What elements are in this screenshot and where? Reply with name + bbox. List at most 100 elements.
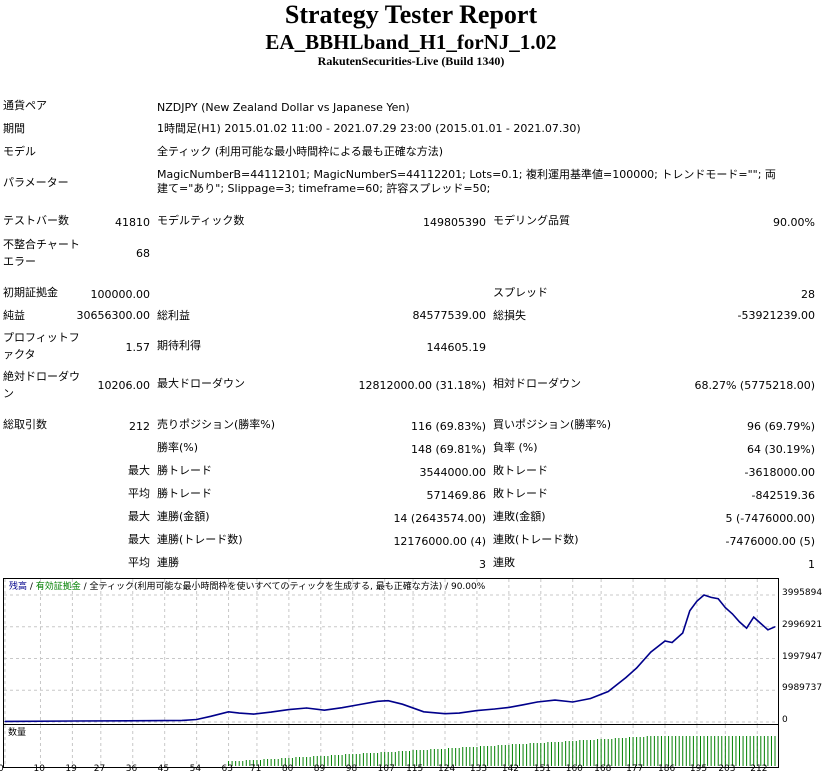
balance-point	[227, 711, 230, 713]
x-tick-label: 195	[689, 764, 708, 774]
rel-drawdown-value: 68.27% (5775218.00)	[694, 379, 815, 392]
spread-value: 28	[801, 288, 815, 301]
avg-cons-loss-value: 1	[808, 558, 815, 571]
average-loss-value: -842519.36	[751, 489, 815, 502]
balance-point	[146, 720, 148, 722]
x-tick-label: 80	[281, 764, 294, 774]
cons-win-count-label: 連勝(トレード数)	[157, 533, 243, 546]
average-label: 平均	[128, 487, 150, 500]
x-tick-label: 89	[313, 764, 326, 774]
deposit-value: 100000.00	[90, 288, 151, 301]
abs-drawdown-label: 絶対ドローダウン	[3, 370, 80, 400]
info-value-period: 1時間足(H1) 2015.01.02 11:00 - 2021.07.29 2…	[157, 122, 581, 135]
y-tick-label: 39958948	[782, 588, 822, 598]
max-cons-money-label: 最大	[128, 510, 150, 523]
bars-value: 41810	[115, 216, 150, 229]
rel-drawdown-label: 相対ドローダウン	[493, 377, 581, 390]
win-rate-label: 勝率(%)	[157, 441, 199, 454]
profit-factor-value: 1.57	[125, 341, 151, 354]
mismatch-label: 不整合チャートエラー	[3, 238, 80, 268]
balance-point	[494, 708, 496, 710]
x-tick-label: 0	[0, 764, 4, 774]
avg-cons-win-label: 連勝	[157, 556, 179, 569]
cons-win-money-label: 連勝(金額)	[157, 510, 210, 523]
loss-rate-label: 負率 (%)	[493, 441, 538, 454]
info-label-model: モデル	[3, 145, 36, 158]
average-win-value: 571469.86	[426, 489, 487, 502]
balance-point	[703, 594, 705, 596]
balance-point	[589, 697, 592, 700]
x-tick-label: 142	[501, 764, 520, 774]
cons-loss-money-label: 連敗(金額)	[493, 510, 546, 523]
expected-payoff-label: 期待利得	[157, 339, 201, 352]
average-loss-label: 敗トレード	[493, 487, 548, 500]
x-tick-label: 115	[406, 764, 424, 774]
x-tick-label: 186	[658, 764, 676, 774]
balance-point	[252, 713, 254, 715]
balance-point	[377, 700, 379, 702]
info-value-params: MagicNumberB=44112101; MagicNumberS=4411…	[157, 168, 776, 195]
balance-point	[671, 641, 673, 644]
loss-rate-value: 64 (30.19%)	[746, 443, 815, 456]
info-label-params: パラメーター	[3, 176, 69, 189]
cons-win-money-value: 14 (2643574.00)	[393, 512, 486, 525]
quality-label: モデリング品質	[493, 214, 570, 227]
balance-point	[625, 676, 627, 679]
balance-point	[696, 600, 698, 602]
x-tick-label: 36	[125, 764, 138, 774]
volume-chart: 数量	[3, 724, 779, 768]
deposit-label: 初期証拠金	[3, 286, 58, 299]
legend-equity: 有効証拠金	[35, 582, 81, 592]
cons-loss-money-value: 5 (-7476000.00)	[725, 512, 815, 525]
cons-loss-count-label: 連敗(トレード数)	[493, 533, 579, 546]
balance-point	[359, 703, 361, 706]
info-value-model: 全ティック (利用可能な最小時間枠による最も正確な方法)	[157, 145, 444, 158]
legend-description: / 全ティック(利用可能な最小時間枠を使いすべてのティックを生成する, 最も正確…	[80, 582, 486, 592]
short-positions-value: 116 (69.83%)	[410, 420, 486, 433]
x-tick-label: 151	[533, 764, 551, 774]
gross-loss-label: 総損失	[493, 309, 526, 322]
y-tick-label: 9989737	[782, 683, 822, 694]
balance-point	[738, 621, 741, 623]
balance-point	[341, 707, 343, 709]
total-trades-value: 212	[129, 420, 150, 433]
x-tick-label: 45	[157, 764, 170, 774]
balance-point	[572, 701, 574, 703]
x-tick-label: 71	[249, 764, 262, 774]
balance-point	[4, 720, 6, 722]
balance-point	[508, 706, 510, 708]
balance-point	[423, 711, 425, 713]
info-label-symbol: 通貨ペア	[3, 99, 47, 112]
balance-point	[288, 709, 290, 711]
balance-point	[664, 640, 666, 642]
x-tick-label: 19	[65, 764, 77, 774]
average-win-label: 勝トレード	[157, 487, 212, 500]
balance-point	[196, 718, 198, 721]
avg-cons-loss-label: 連敗	[493, 556, 515, 569]
abs-drawdown-value: 10206.00	[97, 379, 151, 392]
balance-point	[717, 598, 719, 600]
x-tick-label: 54	[189, 764, 202, 774]
chart-legend: 残高 / 有効証拠金 / 全ティック(利用可能な最小時間枠を使いすべてのティック…	[9, 582, 485, 593]
x-tick-label: 168	[594, 764, 612, 774]
balance-point	[746, 627, 748, 629]
balance-point	[323, 709, 325, 711]
balance-point	[710, 596, 712, 598]
expected-payoff-value: 144605.19	[426, 341, 487, 354]
x-tick-label: 177	[626, 764, 644, 774]
max-drawdown-value: 12812000.00 (31.18%)	[358, 379, 486, 392]
balance-point	[306, 707, 308, 709]
expert-name: EA_BBHLband_H1_forNJ_1.02	[265, 30, 557, 54]
gross-profit-value: 84577539.00	[412, 309, 486, 322]
balance-point	[536, 701, 538, 703]
x-tick-label: 63	[221, 764, 233, 774]
cons-win-count-value: 12176000.00 (4)	[393, 535, 486, 548]
x-tick-label: 133	[469, 764, 488, 774]
balance-point	[554, 699, 556, 701]
long-positions-label: 買いポジション(勝率%)	[493, 418, 612, 431]
balance-point	[444, 713, 446, 715]
largest-win-value: 3544000.00	[419, 466, 486, 479]
net-profit-value: 30656300.00	[76, 309, 150, 322]
balance-point	[181, 719, 183, 721]
